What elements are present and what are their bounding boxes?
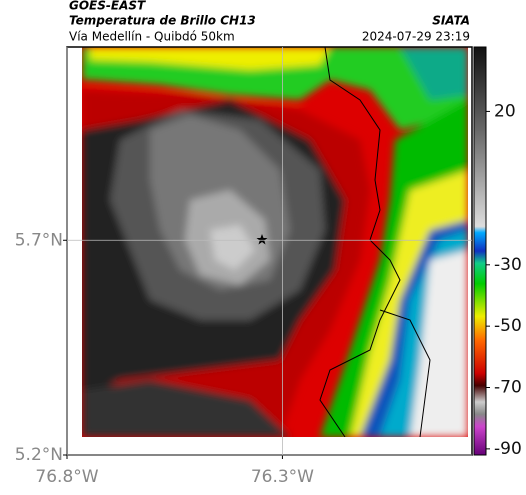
- x-tick-label: 76.3°W: [251, 467, 314, 487]
- datetime: 2024-07-29 23:19: [362, 30, 470, 44]
- colorbar-label: -70: [494, 378, 522, 398]
- colorbar-label: 20: [494, 101, 516, 121]
- colorbar: [473, 46, 487, 456]
- city-marker: [256, 234, 268, 245]
- subtitle: Vía Medellín - Quibdó 50km: [69, 30, 235, 44]
- title: Temperatura de Brillo CH13: [69, 14, 256, 28]
- x-tick-label: 76.8°W: [35, 467, 98, 487]
- colorbar-label: -30: [494, 255, 522, 275]
- source: GOES-EAST: [69, 0, 146, 13]
- colorbar-label: -50: [494, 316, 522, 336]
- colorbar-label: -90: [494, 439, 522, 459]
- brightness-field: [82, 47, 468, 437]
- y-tick-label: 5.2°N: [15, 445, 63, 465]
- y-tick-label: 5.7°N: [15, 230, 63, 250]
- agency: SIATA: [432, 14, 470, 28]
